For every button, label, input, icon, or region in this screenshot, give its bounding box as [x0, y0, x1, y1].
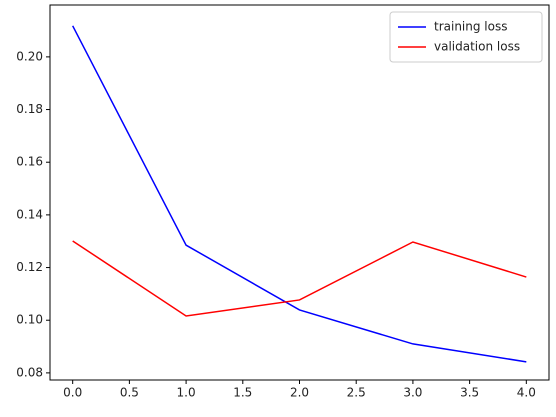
x-tick-label: 2.5: [347, 386, 366, 400]
y-tick-label: 0.12: [16, 260, 43, 274]
x-tick-label: 1.0: [177, 386, 196, 400]
legend-label: training loss: [434, 20, 507, 34]
x-tick-label: 3.0: [403, 386, 422, 400]
y-tick-label: 0.08: [16, 365, 43, 379]
data-line: [72, 25, 527, 363]
x-tick-label: 3.5: [460, 386, 479, 400]
y-tick-label: 0.18: [16, 102, 43, 116]
y-tick-label: 0.14: [16, 207, 43, 221]
x-tick-label: 0.5: [120, 386, 139, 400]
x-tick-label: 1.5: [233, 386, 252, 400]
y-tick-label: 0.20: [16, 49, 43, 63]
y-tick-label: 0.16: [16, 155, 43, 169]
x-tick-label: 4.0: [517, 386, 536, 400]
y-tick-label: 0.10: [16, 313, 43, 327]
x-tick-label: 0.0: [63, 386, 82, 400]
x-tick-label: 2.0: [290, 386, 309, 400]
data-line: [72, 240, 527, 317]
legend-label: validation loss: [434, 40, 520, 54]
legend-box: [389, 11, 543, 63]
